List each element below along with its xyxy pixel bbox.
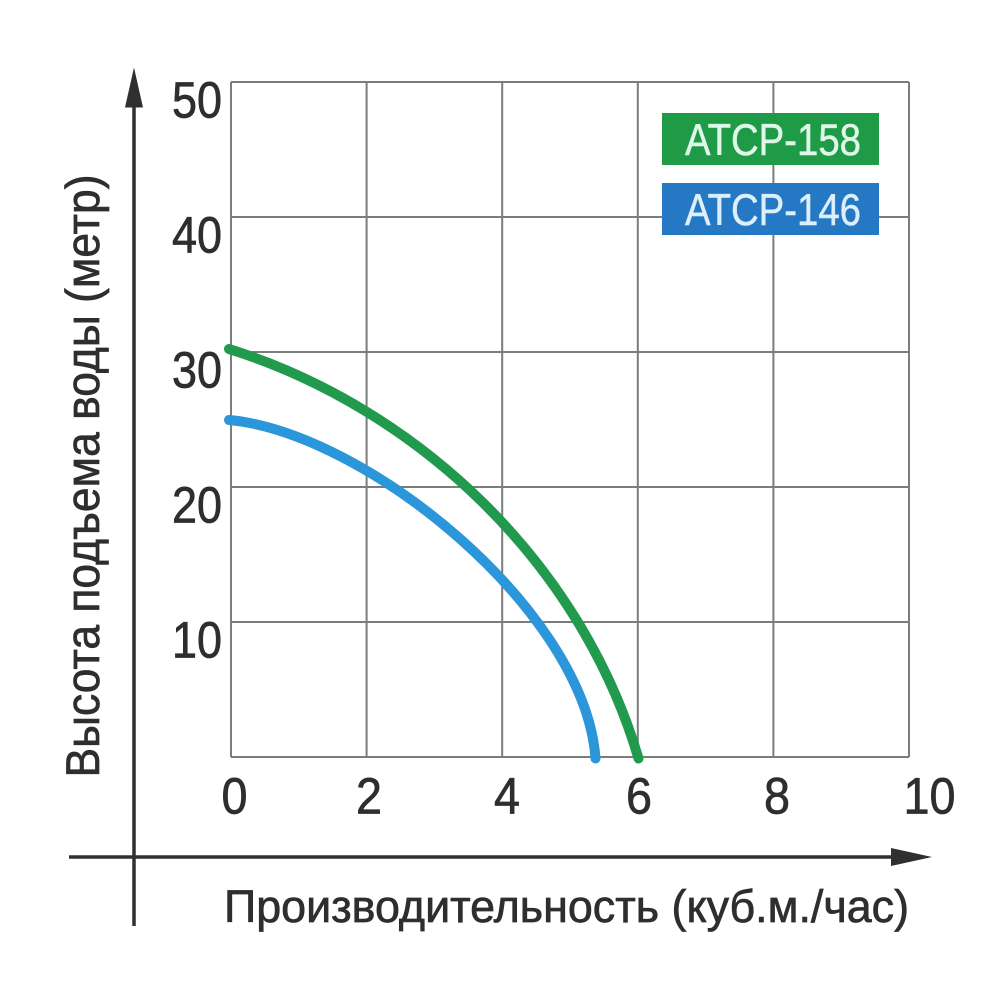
svg-text:6: 6 [626,768,652,825]
svg-text:Высота подъема воды (метр): Высота подъема воды (метр) [56,175,109,778]
svg-text:2: 2 [356,768,382,825]
svg-text:10: 10 [172,612,222,669]
svg-text:АТСР-158: АТСР-158 [685,116,861,165]
svg-text:10: 10 [904,768,956,825]
svg-text:40: 40 [172,207,222,264]
svg-text:0: 0 [222,768,248,825]
svg-text:50: 50 [172,72,222,129]
svg-text:АТСР-146: АТСР-146 [685,186,861,235]
svg-text:30: 30 [172,342,222,399]
svg-text:Производительность (куб.м./час: Производительность (куб.м./час) [224,881,909,932]
svg-text:8: 8 [764,768,790,825]
svg-text:4: 4 [494,768,520,825]
svg-text:20: 20 [172,477,222,534]
